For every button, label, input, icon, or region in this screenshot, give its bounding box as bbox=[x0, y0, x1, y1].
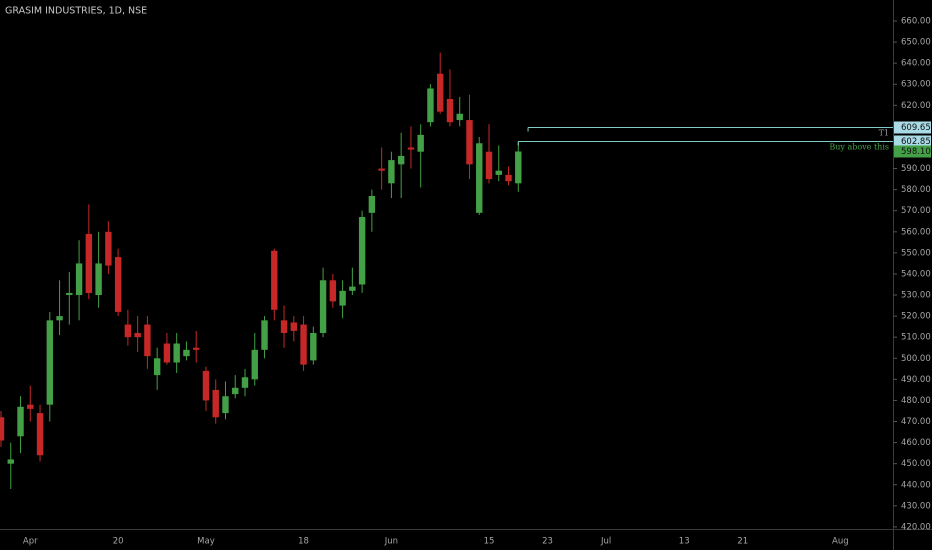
candle-body bbox=[66, 292, 73, 296]
candle-body bbox=[124, 324, 132, 338]
candle-body bbox=[505, 174, 512, 182]
candle-body bbox=[202, 370, 210, 401]
candle-body bbox=[56, 316, 63, 321]
candle-body bbox=[46, 320, 53, 405]
x-tick-label: 20 bbox=[113, 537, 124, 547]
y-tick-label: 540.00 bbox=[901, 269, 931, 279]
price-tag bbox=[894, 135, 931, 148]
candle-body bbox=[358, 217, 366, 285]
x-tick-label: 18 bbox=[298, 537, 309, 547]
y-tick-label: 570.00 bbox=[901, 206, 931, 216]
candle-body bbox=[183, 349, 190, 357]
candle-body bbox=[319, 280, 327, 333]
candle-body bbox=[368, 195, 376, 213]
candle-body bbox=[95, 263, 102, 296]
y-tick-label: 430.00 bbox=[901, 501, 931, 511]
x-tick-label: 13 bbox=[679, 537, 690, 547]
candle-body bbox=[232, 387, 239, 395]
x-tick-label: Jun bbox=[384, 537, 398, 547]
candle-body bbox=[261, 320, 268, 350]
y-tick-label: 420.00 bbox=[901, 522, 931, 532]
candle-body bbox=[339, 290, 346, 306]
candle-body bbox=[495, 170, 502, 175]
x-tick-label: Aug bbox=[832, 537, 849, 547]
y-tick-label: 460.00 bbox=[901, 438, 931, 448]
y-tick-label: 630.00 bbox=[901, 80, 931, 90]
price-tag-label: 602.85 bbox=[901, 137, 931, 147]
y-tick-label: 620.00 bbox=[901, 101, 931, 111]
candle-body bbox=[153, 358, 161, 376]
candle-body bbox=[300, 324, 307, 365]
last-price-tag bbox=[894, 145, 931, 158]
x-tick-label: Jul bbox=[600, 537, 611, 547]
y-tick-label: 640.00 bbox=[901, 59, 931, 69]
candle-body bbox=[446, 98, 454, 123]
candle-body bbox=[407, 147, 415, 150]
candle-body bbox=[310, 332, 317, 361]
last-price-label: 598.10 bbox=[901, 147, 931, 157]
y-tick-label: 510.00 bbox=[901, 333, 931, 343]
candle-body bbox=[85, 233, 93, 293]
candle-body bbox=[27, 404, 34, 409]
candle-body bbox=[222, 396, 229, 414]
level-label: T1 bbox=[879, 129, 889, 138]
y-tick-label: 470.00 bbox=[901, 417, 931, 427]
y-tick-label: 530.00 bbox=[901, 291, 931, 301]
candle-body bbox=[163, 343, 171, 363]
x-tick-label: May bbox=[197, 537, 215, 547]
candle-body bbox=[476, 143, 483, 213]
y-tick-label: 520.00 bbox=[901, 312, 931, 322]
candle-body bbox=[212, 389, 219, 418]
candle-body bbox=[114, 257, 122, 312]
candle-body bbox=[251, 349, 258, 380]
candle-body bbox=[417, 134, 424, 152]
candle-body bbox=[7, 459, 14, 464]
candle-body bbox=[456, 113, 463, 121]
y-tick-label: 480.00 bbox=[901, 396, 931, 406]
candle-body bbox=[466, 120, 473, 165]
candle-body bbox=[515, 151, 522, 184]
candle-body bbox=[0, 417, 5, 441]
y-tick-label: 440.00 bbox=[901, 480, 931, 490]
candle-body bbox=[485, 151, 493, 180]
candle-body bbox=[144, 324, 151, 357]
candle-body bbox=[105, 231, 112, 266]
candle-body bbox=[388, 160, 395, 184]
x-tick-label: 23 bbox=[542, 537, 553, 547]
y-tick-label: 650.00 bbox=[901, 38, 931, 48]
candle-body bbox=[193, 347, 200, 350]
price-tag bbox=[894, 121, 931, 134]
candle-body bbox=[134, 332, 141, 338]
price-tag-label: 609.65 bbox=[901, 123, 931, 133]
y-tick-label: 560.00 bbox=[901, 227, 931, 237]
candle-body bbox=[271, 250, 278, 310]
candle-body bbox=[280, 320, 288, 333]
candle-body bbox=[329, 280, 337, 302]
candle-body bbox=[241, 377, 249, 388]
x-tick-label: 15 bbox=[484, 537, 495, 547]
y-tick-label: 450.00 bbox=[901, 459, 931, 469]
candle-body bbox=[75, 263, 83, 296]
level-label: Buy above this bbox=[829, 143, 889, 152]
chart-title: GRASIM INDUSTRIES, 1D, NSE bbox=[5, 6, 147, 17]
candle-body bbox=[378, 168, 385, 171]
y-tick-label: 660.00 bbox=[901, 17, 931, 27]
x-tick-label: 21 bbox=[737, 537, 748, 547]
y-tick-label: 550.00 bbox=[901, 248, 931, 258]
y-tick-label: 500.00 bbox=[901, 354, 931, 364]
y-tick-label: 490.00 bbox=[901, 375, 931, 385]
candle-body bbox=[427, 88, 434, 123]
x-tick-label: Apr bbox=[23, 537, 38, 547]
candle-body bbox=[36, 413, 44, 456]
candle-body bbox=[349, 286, 356, 291]
candle-body bbox=[437, 73, 444, 112]
candle-body bbox=[173, 343, 180, 363]
y-tick-label: 590.00 bbox=[901, 164, 931, 174]
candle-body bbox=[17, 406, 24, 437]
y-tick-label: 580.00 bbox=[901, 185, 931, 195]
candle-body bbox=[290, 322, 297, 331]
candle-body bbox=[397, 155, 405, 165]
